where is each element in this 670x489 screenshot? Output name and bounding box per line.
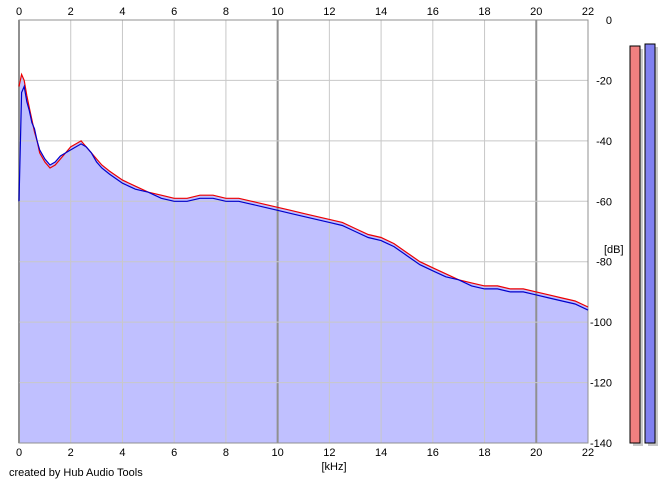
x-tick-bottom-2: 4 <box>119 447 125 459</box>
y-tick-3: -60 <box>596 196 612 208</box>
x-tick-bottom-0: 0 <box>16 447 22 459</box>
x-tick-top-6: 12 <box>323 6 335 18</box>
x-tick-top-9: 18 <box>478 6 490 18</box>
plot-frame <box>18 19 589 444</box>
x-tick-top-3: 6 <box>171 6 177 18</box>
series-1-line <box>18 84 589 311</box>
x-tick-top-10: 20 <box>530 6 542 18</box>
x-tick-bottom-5: 10 <box>272 447 284 459</box>
credit-text: created by Hub Audio Tools <box>9 467 143 479</box>
x-tick-bottom-9: 18 <box>478 447 490 459</box>
y-tick-5: -100 <box>590 317 612 329</box>
level-meters <box>629 43 658 446</box>
y-tick-labels: 0 -20 -40 -60 -80 -100 -120 -140 <box>590 15 612 450</box>
x-tick-bottom-6: 12 <box>323 447 335 459</box>
y-tick-2: -40 <box>596 136 612 148</box>
x-tick-top-4: 8 <box>223 6 229 18</box>
x-axis-label: [kHz] <box>321 461 346 473</box>
x-tick-bottom-8: 16 <box>427 447 439 459</box>
series-layer <box>18 72 589 311</box>
level-meter-1 <box>644 43 656 444</box>
x-tick-bottom-1: 2 <box>68 447 74 459</box>
y-tick-6: -120 <box>590 378 612 390</box>
x-tick-top-8: 16 <box>427 6 439 18</box>
y-tick-1: -20 <box>596 75 612 87</box>
y-axis-label: [dB] <box>604 244 624 256</box>
y-tick-7: -140 <box>590 438 612 450</box>
spectrum-fill-area <box>19 74 588 444</box>
x-tick-top-7: 14 <box>375 6 387 18</box>
x-tick-top-1: 2 <box>68 6 74 18</box>
x-tick-top-11: 22 <box>582 6 594 18</box>
series-0-line <box>18 72 589 308</box>
y-tick-4: -80 <box>596 257 612 269</box>
grid-layer <box>18 19 589 444</box>
x-tick-top-2: 4 <box>119 6 125 18</box>
level-meter-0 <box>629 45 641 444</box>
x-tick-labels-bottom: 0 2 4 6 8 10 12 14 16 18 20 22 <box>16 447 594 459</box>
x-tick-bottom-10: 20 <box>530 447 542 459</box>
x-tick-bottom-4: 8 <box>223 447 229 459</box>
spectrum-fill-layer <box>19 74 588 444</box>
x-tick-bottom-11: 22 <box>582 447 594 459</box>
x-tick-labels-top: 0 2 4 6 8 10 12 14 16 18 20 22 <box>16 6 594 18</box>
x-tick-top-5: 10 <box>272 6 284 18</box>
y-tick-0: 0 <box>606 15 612 27</box>
x-tick-bottom-3: 6 <box>171 447 177 459</box>
x-tick-bottom-7: 14 <box>375 447 387 459</box>
x-tick-top-0: 0 <box>16 6 22 18</box>
